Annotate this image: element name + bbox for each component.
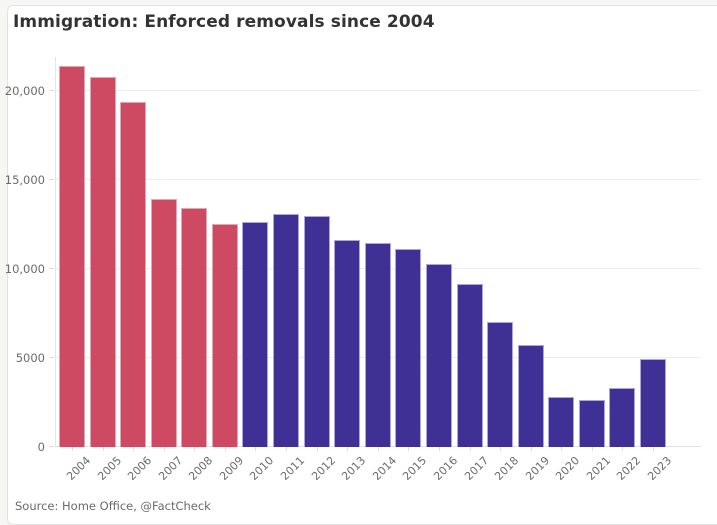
x-tick-label-2007: 2007 bbox=[155, 454, 185, 483]
bar-column-2007: 2007 bbox=[150, 57, 185, 483]
bar-column-2010: 2010 bbox=[242, 57, 277, 483]
x-tick-label-2006: 2006 bbox=[125, 454, 155, 483]
bar-column-2019: 2019 bbox=[517, 57, 552, 483]
bar-column-2021: 2021 bbox=[578, 57, 613, 483]
y-tick-label: 5000 bbox=[15, 350, 45, 365]
bar-column-2017: 2017 bbox=[456, 57, 491, 483]
chart-title: Immigration: Enforced removals since 200… bbox=[13, 12, 435, 32]
x-axis-tick bbox=[286, 447, 288, 451]
x-tick-label-2020: 2020 bbox=[553, 454, 583, 483]
x-tick-label-2008: 2008 bbox=[186, 454, 216, 483]
y-axis-line bbox=[55, 57, 56, 447]
y-tick-label: 0 bbox=[37, 440, 45, 454]
x-axis-tick bbox=[224, 447, 226, 451]
bar-2004[interactable] bbox=[59, 65, 85, 447]
x-axis-tick bbox=[500, 447, 502, 451]
bar-column-2008: 2008 bbox=[181, 57, 216, 483]
x-axis-tick bbox=[561, 447, 563, 451]
x-axis-tick bbox=[194, 447, 196, 451]
bar-2023[interactable] bbox=[639, 358, 666, 447]
x-tick-label-2018: 2018 bbox=[492, 454, 522, 483]
gridline bbox=[55, 89, 701, 91]
x-tick-label-2014: 2014 bbox=[369, 454, 399, 483]
x-tick-label-2012: 2012 bbox=[308, 454, 338, 483]
y-tick-label: 10,000 bbox=[4, 261, 45, 276]
x-tick-label-2011: 2011 bbox=[278, 454, 308, 483]
bar-column-2013: 2013 bbox=[334, 57, 368, 483]
bar-2013[interactable] bbox=[334, 239, 361, 447]
x-axis-tick bbox=[377, 447, 379, 451]
gridline bbox=[55, 178, 701, 180]
x-tick-label-2010: 2010 bbox=[247, 454, 277, 483]
y-axis-tick bbox=[49, 178, 54, 180]
bar-2005[interactable] bbox=[89, 76, 116, 447]
bar-column-2022: 2022 bbox=[609, 57, 644, 483]
y-tick-label: 15,000 bbox=[4, 172, 45, 187]
x-axis-tick bbox=[347, 447, 349, 451]
bar-column-2006: 2006 bbox=[120, 57, 154, 483]
x-tick-label-2005: 2005 bbox=[94, 454, 124, 483]
bar-2021[interactable] bbox=[578, 399, 605, 447]
bar-column-2018: 2018 bbox=[487, 57, 521, 483]
bar-2009[interactable] bbox=[211, 224, 238, 447]
bar-2022[interactable] bbox=[609, 388, 636, 447]
x-tick-label-2004: 2004 bbox=[64, 454, 94, 483]
bar-column-2023: 2023 bbox=[639, 57, 674, 483]
bar-2020[interactable] bbox=[548, 397, 575, 447]
x-tick-label-2017: 2017 bbox=[461, 454, 491, 483]
plot-area: 0 5000 10,000 15,000 20,000 2004 2005 2006 2007 2… bbox=[5, 57, 701, 483]
x-axis-tick bbox=[591, 447, 593, 451]
x-axis-tick bbox=[408, 447, 410, 451]
x-axis-tick bbox=[316, 447, 318, 451]
bar-column-2020: 2020 bbox=[548, 57, 582, 483]
x-axis-tick bbox=[622, 447, 624, 451]
x-axis-tick bbox=[102, 447, 104, 451]
bar-2014[interactable] bbox=[364, 243, 391, 447]
bar-column-2015: 2015 bbox=[395, 57, 430, 483]
bar-2008[interactable] bbox=[181, 208, 208, 447]
y-tick-label: 20,000 bbox=[4, 83, 45, 98]
bar-column-2014: 2014 bbox=[364, 57, 399, 483]
x-axis-tick bbox=[469, 447, 471, 451]
x-axis-tick bbox=[255, 447, 257, 451]
bar-2011[interactable] bbox=[273, 213, 300, 447]
x-tick-label-2016: 2016 bbox=[431, 454, 461, 483]
bar-column-2005: 2005 bbox=[89, 57, 124, 483]
x-tick-label-2019: 2019 bbox=[522, 454, 552, 483]
x-tick-label-2021: 2021 bbox=[584, 454, 614, 483]
x-tick-label-2022: 2022 bbox=[614, 454, 644, 483]
bar-2015[interactable] bbox=[395, 249, 422, 447]
bar-column-2009: 2009 bbox=[211, 57, 246, 483]
bar-column-2016: 2016 bbox=[425, 57, 460, 483]
x-axis-tick bbox=[652, 447, 654, 451]
x-tick-label-2009: 2009 bbox=[217, 454, 247, 483]
x-axis-tick bbox=[530, 447, 532, 451]
y-axis-tick bbox=[49, 446, 54, 447]
bar-2017[interactable] bbox=[456, 284, 483, 447]
bar-column-2004: 2004 bbox=[59, 57, 93, 483]
bar-column-2011: 2011 bbox=[273, 57, 307, 483]
bar-2010[interactable] bbox=[242, 221, 269, 447]
x-axis-tick bbox=[133, 447, 135, 451]
bar-2016[interactable] bbox=[425, 264, 452, 447]
x-axis-tick bbox=[163, 447, 165, 451]
x-tick-label-2015: 2015 bbox=[400, 454, 430, 483]
y-axis-tick bbox=[49, 356, 54, 358]
x-axis-tick bbox=[438, 447, 440, 451]
bar-2007[interactable] bbox=[150, 199, 177, 447]
bars-container: 2004 2005 2006 2007 2008 2009 2010 2011 2012 2013… bbox=[59, 57, 674, 483]
bar-2019[interactable] bbox=[517, 344, 544, 447]
y-axis-tick bbox=[49, 89, 54, 91]
y-axis-tick bbox=[49, 267, 54, 269]
bar-2006[interactable] bbox=[120, 102, 147, 447]
x-axis-tick bbox=[72, 447, 73, 451]
bar-2012[interactable] bbox=[303, 215, 330, 447]
x-tick-label-2023: 2023 bbox=[645, 454, 675, 483]
chart-card: Immigration: Enforced removals since 200… bbox=[5, 5, 717, 525]
bar-2018[interactable] bbox=[487, 322, 514, 447]
source-note: Source: Home Office, @FactCheck bbox=[15, 499, 211, 513]
x-tick-label-2013: 2013 bbox=[339, 454, 369, 483]
bar-column-2012: 2012 bbox=[303, 57, 338, 483]
